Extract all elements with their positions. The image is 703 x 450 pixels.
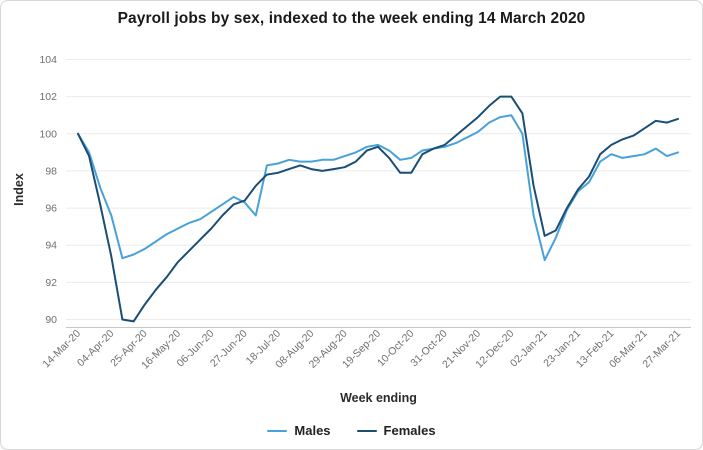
y-tick-label: 92 (45, 277, 57, 289)
legend-swatch-females (356, 429, 377, 432)
males-line (77, 114, 679, 262)
y-tick-label: 102 (39, 91, 57, 103)
chart-title: Payroll jobs by sex, indexed to the week… (117, 10, 586, 27)
legend-item-males: Males (267, 423, 331, 438)
legend-item-females: Females (356, 423, 436, 438)
females-line (77, 95, 679, 323)
x-tick-label: 27-Jun-20 (208, 328, 250, 370)
legend-label: Males (294, 423, 331, 438)
y-tick-label: 98 (45, 165, 57, 177)
y-tick-label: 104 (39, 54, 57, 66)
x-axis-title: Week ending (340, 391, 417, 405)
legend-swatch-males (267, 429, 288, 432)
y-tick-label: 96 (45, 203, 57, 215)
legend-label: Females (383, 423, 436, 438)
y-tick-label: 94 (45, 240, 57, 252)
legend: Males Females (1, 423, 702, 438)
y-axis-title: Index (12, 173, 26, 206)
x-tick-label: 14-Mar-20 (40, 328, 83, 371)
y-tick-label: 100 (39, 128, 57, 140)
y-tick-label: 90 (45, 314, 57, 326)
